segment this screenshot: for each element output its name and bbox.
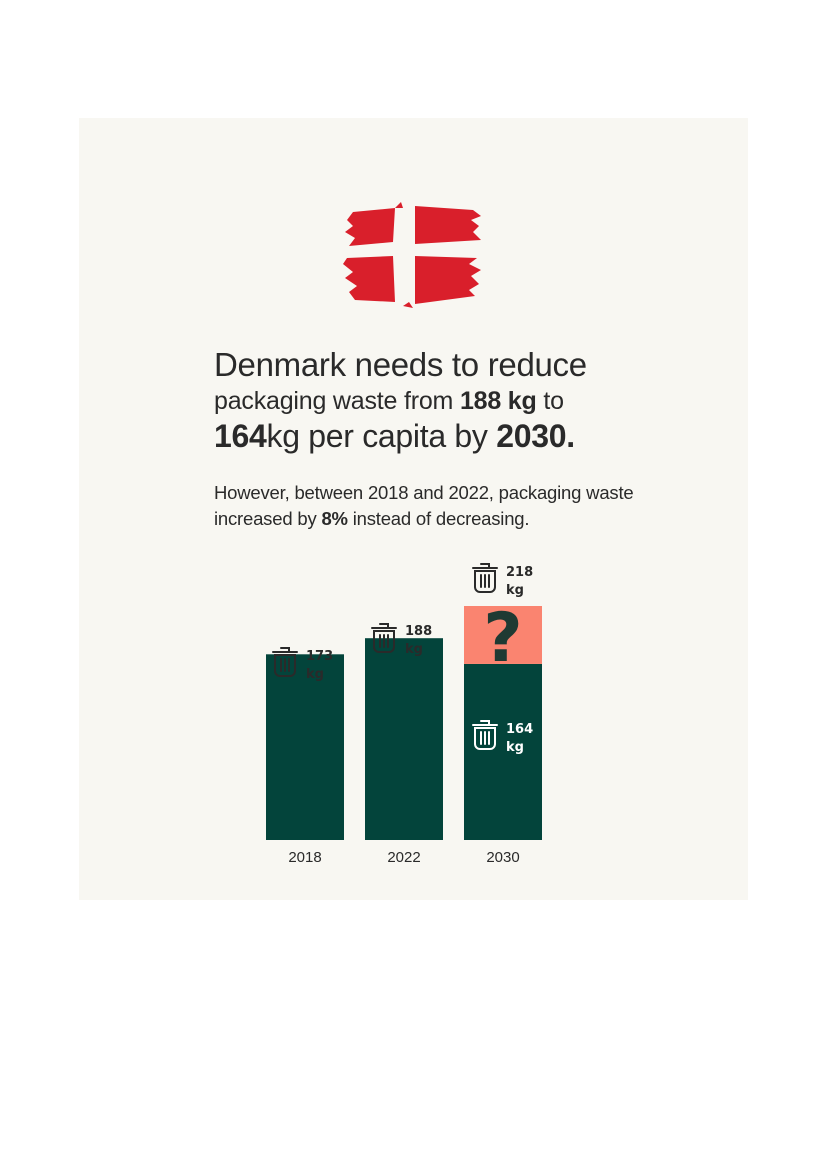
data-label-value: 164 bbox=[506, 722, 533, 737]
headline-emphasis: 164 bbox=[214, 418, 267, 454]
data-label-value: 218 bbox=[506, 565, 533, 580]
trash-can-icon bbox=[472, 563, 498, 593]
headline-line-2: packaging waste from 188 kg to bbox=[214, 389, 634, 414]
headline-text: packaging waste from bbox=[214, 387, 460, 415]
subtitle-text: instead of decreasing. bbox=[347, 508, 530, 529]
headline-emphasis: 2030. bbox=[496, 418, 575, 454]
headline-line-3: 164kg per capita by 2030. bbox=[214, 420, 634, 452]
headline: Denmark needs to reduce packaging waste … bbox=[214, 348, 634, 452]
subtitle: However, between 2018 and 2022, packagin… bbox=[214, 480, 634, 532]
data-label-unit: kg bbox=[306, 667, 324, 682]
x-tick-label: 2022 bbox=[387, 849, 420, 866]
subtitle-emphasis: 8% bbox=[321, 508, 348, 529]
bar-2018 bbox=[266, 654, 344, 840]
x-tick-label: 2018 bbox=[288, 849, 321, 866]
trash-can-icon bbox=[472, 720, 498, 750]
data-label-unit: kg bbox=[506, 583, 524, 598]
headline-text: to bbox=[536, 387, 564, 415]
headline-text: kg per capita by bbox=[266, 418, 497, 454]
subtitle-text: However, between 2018 and 2022, packagin… bbox=[214, 482, 634, 529]
headline-emphasis: 188 kg bbox=[459, 387, 537, 415]
denmark-flag-icon bbox=[343, 202, 481, 308]
data-label-value: 173 bbox=[306, 649, 333, 664]
headline-line-1: Denmark needs to reduce bbox=[214, 346, 587, 383]
trash-can-icon bbox=[371, 623, 397, 653]
bar-2030 bbox=[464, 663, 542, 840]
data-label-value: 188 bbox=[405, 624, 432, 639]
data-label-unit: kg bbox=[405, 642, 423, 657]
question-mark: ? bbox=[483, 599, 522, 678]
trash-can-icon bbox=[272, 647, 298, 677]
x-tick-label: 2030 bbox=[486, 849, 519, 866]
data-label-unit: kg bbox=[506, 740, 524, 755]
bar-projection-2030 bbox=[464, 606, 542, 664]
bar-2022 bbox=[365, 638, 443, 840]
